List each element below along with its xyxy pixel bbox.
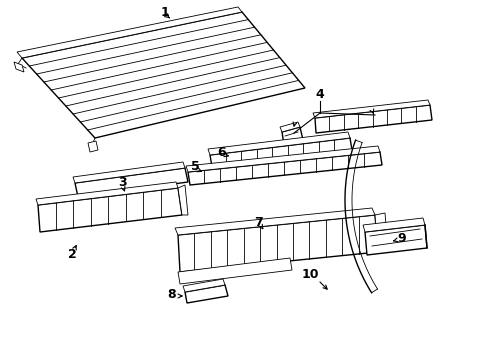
- Polygon shape: [282, 127, 303, 145]
- Polygon shape: [17, 7, 242, 58]
- Text: 1: 1: [161, 5, 170, 18]
- Polygon shape: [315, 105, 432, 133]
- Text: 3: 3: [118, 176, 126, 189]
- Polygon shape: [313, 100, 430, 118]
- Text: 4: 4: [316, 89, 324, 102]
- Polygon shape: [178, 185, 188, 215]
- Polygon shape: [38, 188, 182, 232]
- Text: 5: 5: [191, 161, 199, 174]
- Polygon shape: [210, 138, 352, 167]
- Text: 8: 8: [168, 288, 176, 302]
- Text: 9: 9: [398, 231, 406, 244]
- Text: 6: 6: [218, 145, 226, 158]
- Polygon shape: [363, 218, 425, 232]
- Polygon shape: [88, 141, 98, 152]
- Polygon shape: [36, 182, 178, 205]
- Polygon shape: [185, 285, 228, 303]
- Polygon shape: [183, 279, 225, 292]
- Text: 10: 10: [301, 269, 319, 282]
- Polygon shape: [186, 146, 380, 172]
- Polygon shape: [365, 225, 427, 255]
- Text: 2: 2: [68, 248, 76, 261]
- Polygon shape: [375, 213, 388, 252]
- Polygon shape: [22, 12, 305, 138]
- Polygon shape: [188, 152, 382, 185]
- Polygon shape: [14, 62, 24, 72]
- Polygon shape: [178, 258, 292, 284]
- Polygon shape: [73, 162, 185, 183]
- Text: 7: 7: [254, 216, 262, 229]
- Polygon shape: [75, 168, 188, 197]
- Polygon shape: [175, 208, 375, 235]
- Polygon shape: [208, 132, 350, 155]
- Polygon shape: [280, 122, 300, 132]
- Polygon shape: [178, 215, 378, 272]
